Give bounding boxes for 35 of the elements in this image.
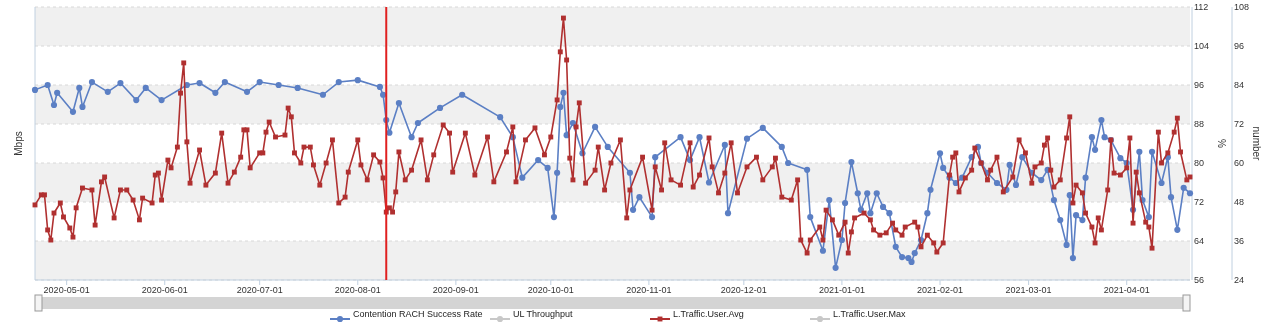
- legend-label: UL Throughput: [513, 309, 574, 319]
- x-tick-label: 2020-06-01: [141, 285, 188, 295]
- y2-tick-label: 112: [1194, 2, 1209, 12]
- x-tick-label: 2020-05-01: [43, 285, 90, 295]
- x-tick-label: 2021-01-01: [818, 285, 865, 295]
- y2-tick-label: 80: [1194, 158, 1205, 168]
- y2-tick-label: 88: [1194, 119, 1205, 129]
- y3-axis-title: number: [1251, 126, 1262, 162]
- y2-tick-label: 56: [1194, 275, 1205, 285]
- legend-label: L.Traffic.User.Max: [833, 309, 907, 319]
- y2-tick-label: 96: [1194, 80, 1205, 90]
- y3-tick-label: 72: [1234, 119, 1245, 129]
- y3-tick-label: 36: [1234, 236, 1245, 246]
- x-tick-label: 2021-04-01: [1103, 285, 1150, 295]
- x-tick-label: 2020-09-01: [432, 285, 479, 295]
- y3-tick-label: 108: [1234, 2, 1250, 12]
- y2-tick-label: 64: [1194, 236, 1205, 246]
- y2-tick-label: 104: [1194, 41, 1210, 51]
- y3-tick-label: 60: [1234, 158, 1245, 168]
- y3-tick-label: 48: [1234, 197, 1245, 207]
- x-tick-label: 2020-07-01: [236, 285, 283, 295]
- y2-tick-label: 72: [1194, 197, 1205, 207]
- y-axis-title: Mbps: [13, 131, 24, 156]
- x-tick-label: 2020-11-01: [626, 285, 672, 295]
- x-tick-label: 2021-02-01: [916, 285, 964, 295]
- y3-tick-label: 24: [1234, 275, 1245, 285]
- x-tick-label: 2021-03-01: [1005, 285, 1052, 295]
- x-tick-label: 2020-08-01: [334, 285, 381, 295]
- x-tick-label: 2020-10-01: [527, 285, 574, 295]
- x-tick-label: 2020-12-01: [720, 285, 767, 295]
- y3-tick-label: 84: [1234, 80, 1245, 90]
- y2-axis-title: %: [1216, 139, 1227, 149]
- legend-label: Contention RACH Success Rate: [353, 309, 483, 319]
- y3-tick-label: 96: [1234, 41, 1245, 51]
- legend-label: L.Traffic.User.Avg: [673, 309, 744, 319]
